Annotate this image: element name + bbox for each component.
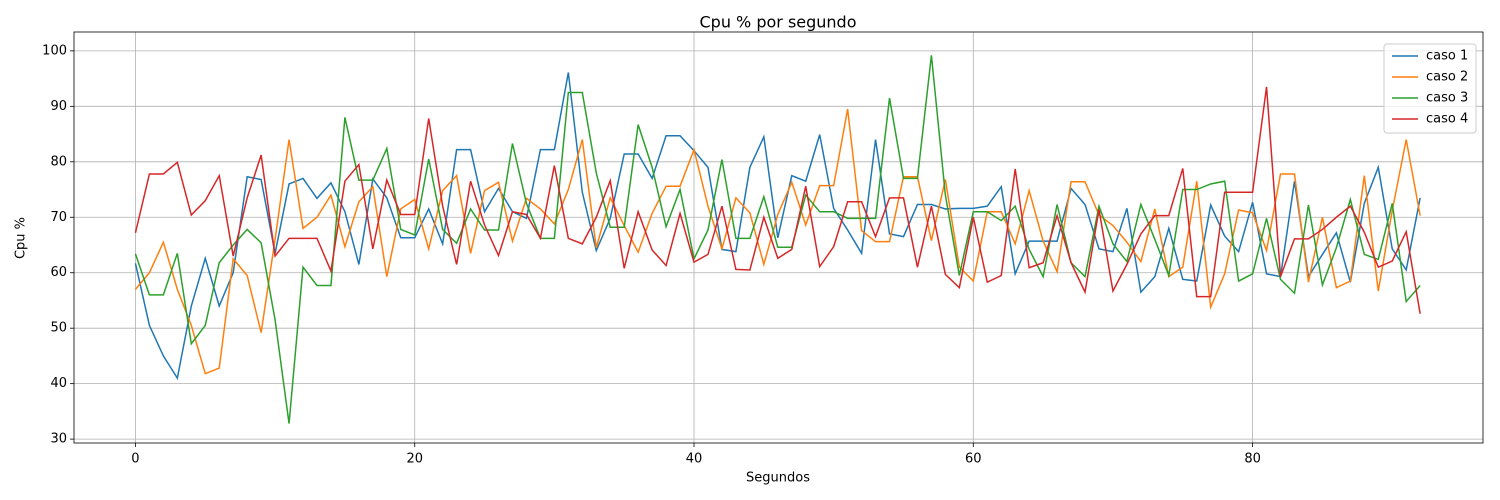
x-tick-label: 40 xyxy=(686,452,703,467)
y-tick-label: 70 xyxy=(50,210,67,225)
y-axis-label: Cpu % xyxy=(14,217,29,259)
data-line xyxy=(134,55,1421,424)
legend-box xyxy=(1383,43,1477,134)
legend: caso 1 caso 2 caso 3 caso 4 xyxy=(1383,43,1477,134)
y-tick-label: 90 xyxy=(50,99,67,114)
data-line xyxy=(134,86,1421,314)
y-tick-label: 80 xyxy=(50,154,67,169)
plot-frame xyxy=(73,31,1484,444)
legend-label: caso 1 xyxy=(1426,49,1468,64)
legend-label: caso 2 xyxy=(1426,70,1468,85)
x-tick-label: 0 xyxy=(131,452,139,467)
y-tick-label: 50 xyxy=(50,321,67,336)
y-tick-label: 30 xyxy=(50,432,67,447)
legend-label: caso 4 xyxy=(1426,112,1468,127)
data-line xyxy=(134,72,1421,381)
y-tick-label: 40 xyxy=(50,376,67,391)
x-tick-label: 60 xyxy=(965,452,982,467)
x-tick-label: 80 xyxy=(1244,452,1261,467)
y-tick-label: 60 xyxy=(50,265,67,280)
y-tick-label: 100 xyxy=(42,43,67,58)
x-axis-label: Segundos xyxy=(746,471,810,486)
x-tick-label: 20 xyxy=(406,452,423,467)
legend-label: caso 3 xyxy=(1426,91,1468,106)
data-line xyxy=(134,108,1421,375)
chart-title: Cpu % por segundo xyxy=(699,13,856,32)
